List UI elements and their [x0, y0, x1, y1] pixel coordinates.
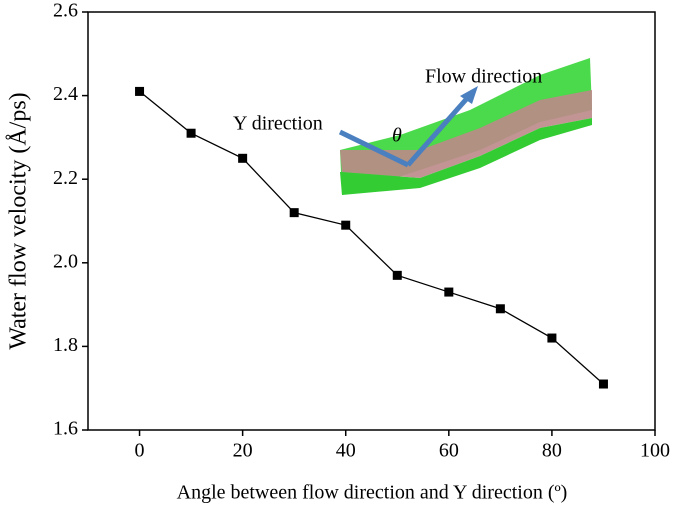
y-tick-label: 1.8 — [53, 334, 78, 356]
y-tick-label: 1.6 — [53, 418, 78, 440]
data-line — [139, 90, 604, 385]
data-marker — [238, 153, 248, 163]
x-tick-label: 0 — [135, 440, 145, 462]
y-tick-label: 2.6 — [53, 0, 78, 22]
data-marker — [289, 208, 299, 218]
x-tick-label: 100 — [640, 440, 670, 462]
data-marker — [547, 333, 557, 343]
annotation: θ — [392, 125, 402, 147]
data-marker — [186, 128, 196, 138]
data-marker — [495, 304, 505, 314]
data-marker — [341, 220, 351, 230]
x-tick-label: 20 — [233, 440, 253, 462]
y-tick-label: 2.0 — [53, 250, 78, 272]
y-tick-label: 2.2 — [53, 167, 78, 189]
x-tick-label: 60 — [439, 440, 459, 462]
data-marker — [392, 270, 402, 280]
y-axis-label: Water flow velocity (Å/ps) — [6, 92, 32, 349]
data-marker — [444, 287, 454, 297]
annotation: Flow direction — [425, 66, 542, 88]
inset-illustration — [338, 58, 592, 195]
data-marker — [598, 379, 608, 389]
annotation: Y direction — [233, 113, 323, 135]
plot-frame — [87, 11, 656, 431]
data-marker — [135, 86, 145, 96]
x-axis-label: Angle between flow direction and Y direc… — [177, 482, 568, 504]
y-tick-label: 2.4 — [53, 83, 78, 105]
x-tick-label: 40 — [336, 440, 356, 462]
x-tick-label: 80 — [542, 440, 562, 462]
